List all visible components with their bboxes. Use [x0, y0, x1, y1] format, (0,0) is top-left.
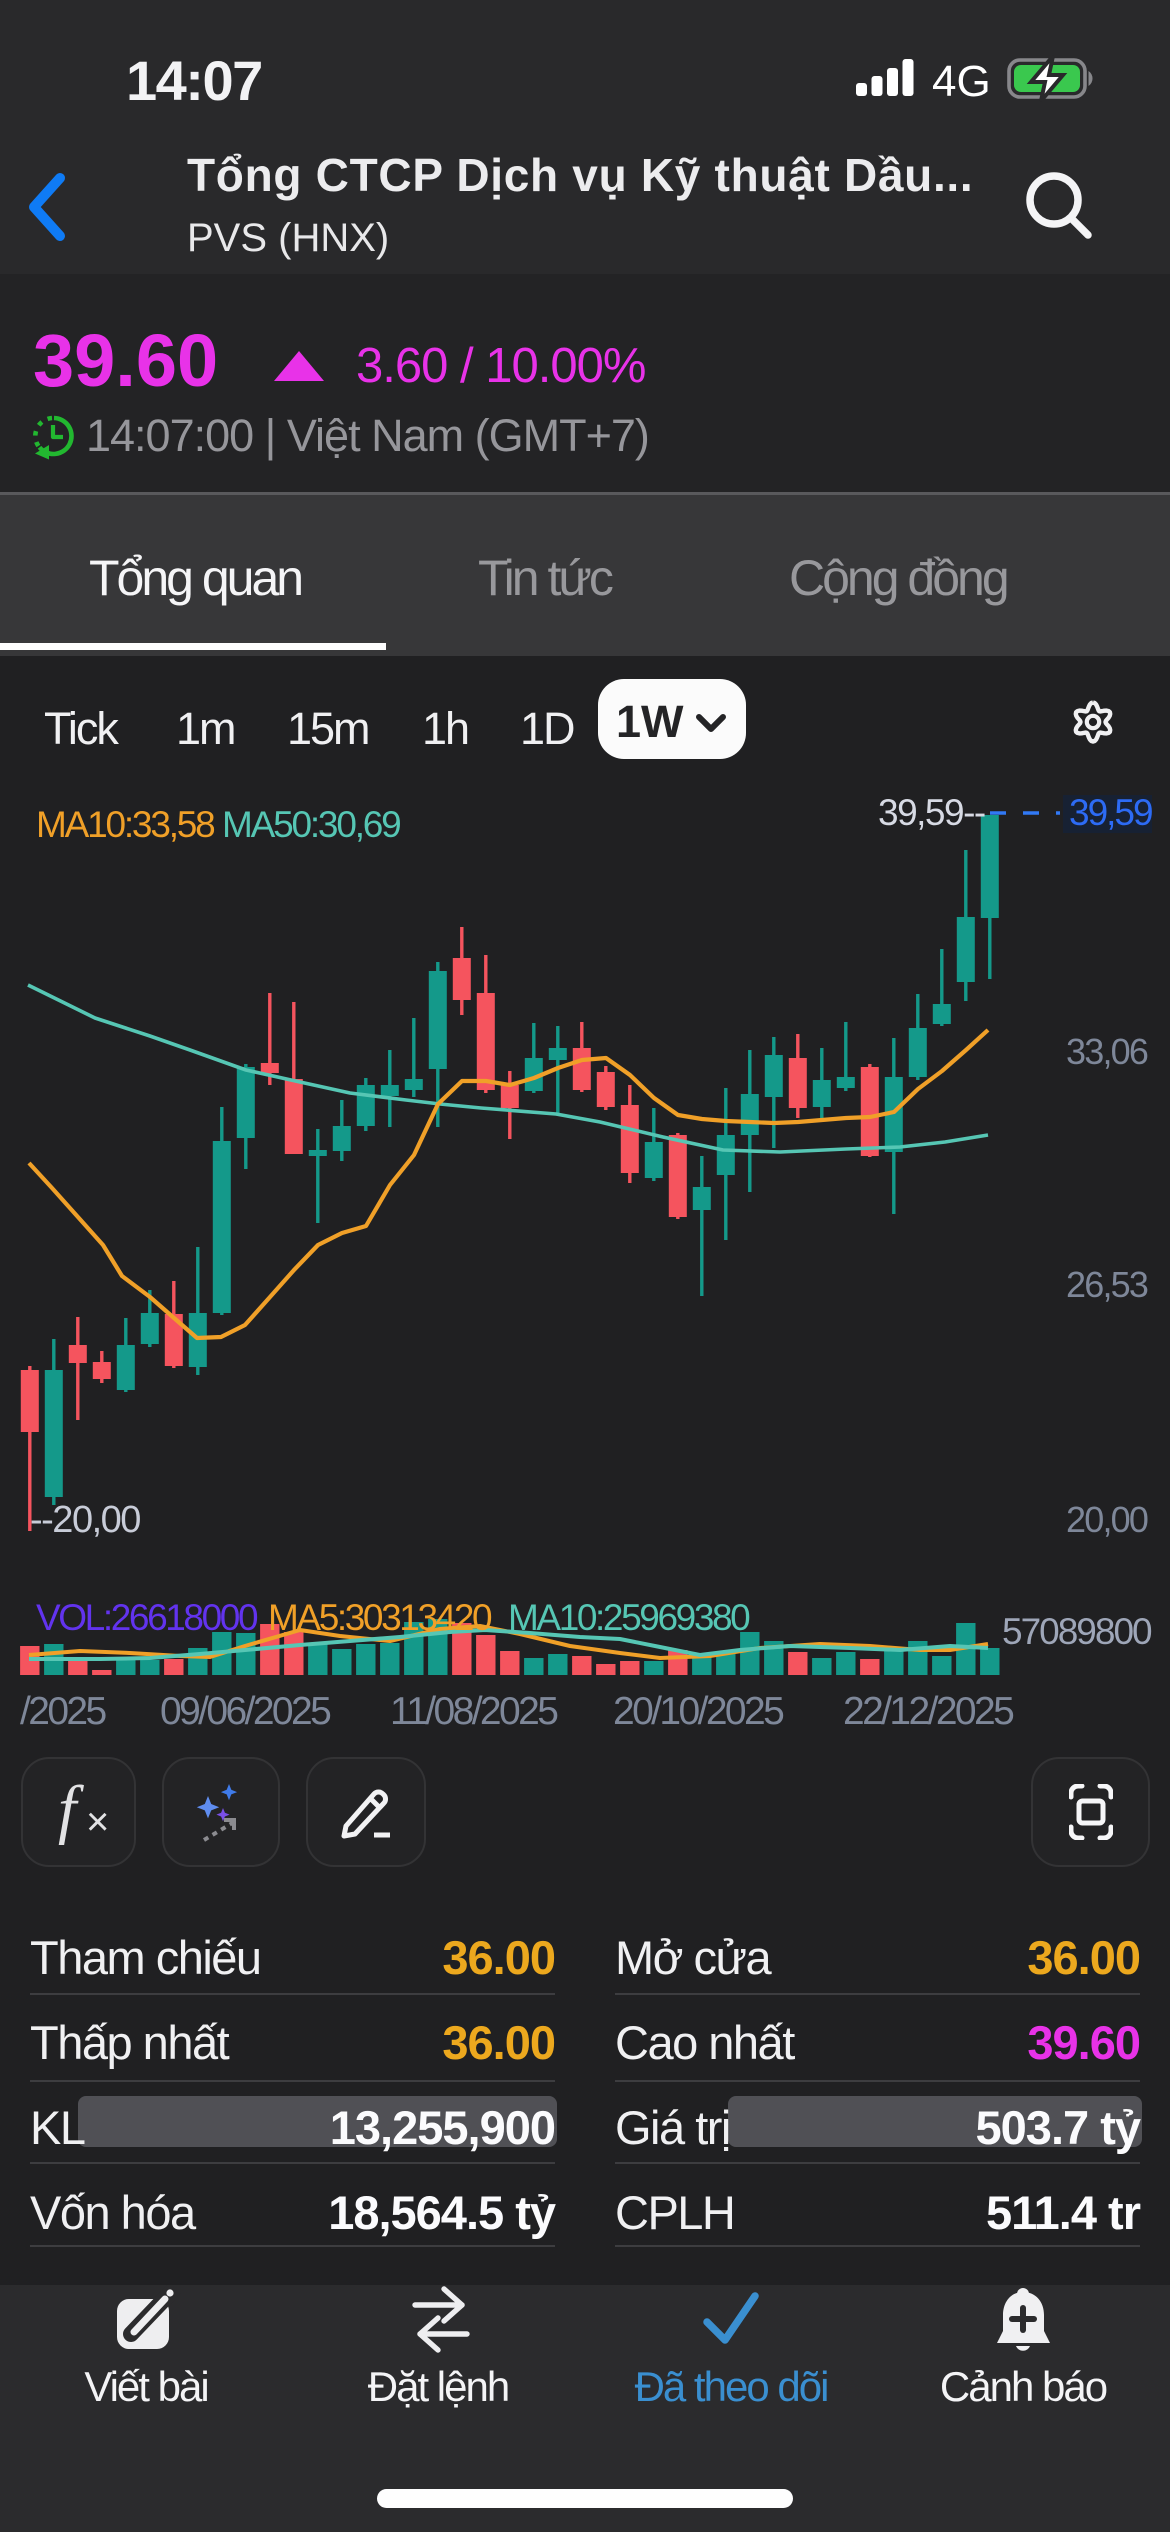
svg-text:57089800: 57089800 [1002, 1611, 1152, 1652]
svg-text:MA5:30313420: MA5:30313420 [268, 1597, 492, 1638]
svg-text:20/10/2025: 20/10/2025 [613, 1690, 784, 1733]
svg-text:39,59: 39,59 [1069, 792, 1152, 833]
svg-text:33,06: 33,06 [1066, 1031, 1148, 1072]
svg-text:39,59--: 39,59-- [878, 792, 985, 833]
svg-text:VOL:26618000: VOL:26618000 [36, 1597, 258, 1638]
svg-text:20,00: 20,00 [1066, 1499, 1148, 1540]
svg-text:11/08/2025: 11/08/2025 [390, 1690, 558, 1733]
svg-text:26,53: 26,53 [1066, 1264, 1148, 1305]
svg-text:MA50:30,69: MA50:30,69 [222, 804, 400, 845]
svg-text:4G: 4G [932, 57, 991, 104]
svg-text:MA10:33,58: MA10:33,58 [36, 804, 214, 845]
svg-text:22/12/2025: 22/12/2025 [843, 1690, 1014, 1733]
svg-text:MA10:25969380: MA10:25969380 [508, 1597, 750, 1638]
svg-text:--20,00: --20,00 [30, 1499, 140, 1541]
svg-text:/2025: /2025 [20, 1690, 107, 1733]
svg-text:09/06/2025: 09/06/2025 [160, 1690, 331, 1733]
